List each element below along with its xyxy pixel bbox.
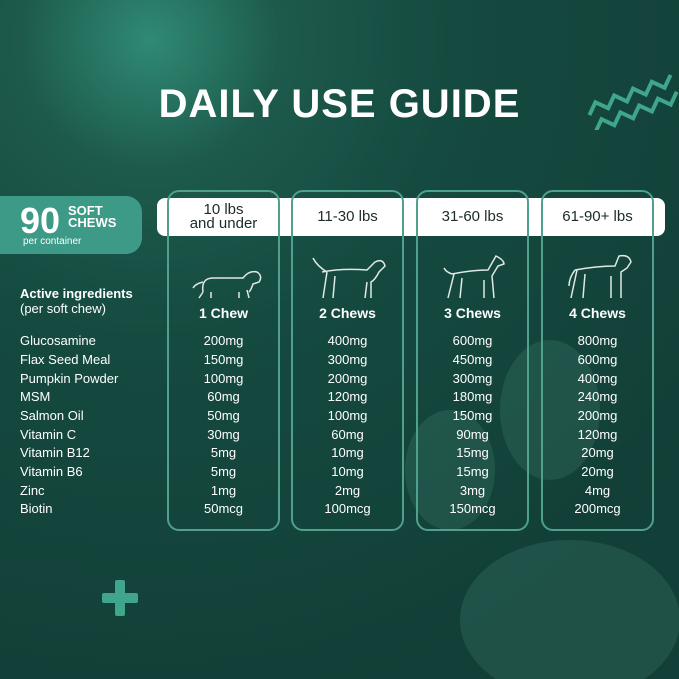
zigzag-icon (587, 74, 679, 130)
badge-subtitle: per container (23, 236, 82, 247)
chew-count: 90 (20, 200, 61, 241)
dosage-column (167, 190, 280, 531)
ingredient-amount: 60mg (331, 427, 364, 442)
ingredient-label: Salmon Oil (20, 408, 84, 423)
ingredient-amount: 180mg (452, 389, 493, 404)
ingredient-amount: 120mg (577, 427, 618, 442)
ingredient-label: Vitamin B6 (20, 464, 83, 479)
ingredient-amount: 600mg (577, 352, 618, 367)
ingredient-label: Zinc (20, 483, 45, 498)
ingredient-amount: 15mg (456, 445, 489, 460)
ingredient-label: Vitamin C (20, 427, 77, 442)
ingredient-amount: 50mcg (203, 501, 244, 516)
ingredient-amount: 800mg (577, 333, 618, 348)
ingredient-amount: 150mg (452, 408, 493, 423)
ingredient-amount: 400mg (327, 333, 368, 348)
ingredient-label: Vitamin B12 (20, 445, 90, 460)
chew-dose: 4 Chews (569, 305, 626, 321)
ingredient-amount: 15mg (456, 464, 489, 479)
doberman-icon (443, 255, 505, 299)
ingredient-label: Pumpkin Powder (20, 371, 119, 386)
chew-dose: 1 Chew (198, 305, 248, 321)
ingredient-amount: 300mg (452, 371, 493, 386)
medium-dog-icon (312, 257, 386, 299)
ingredient-amount: 3mg (459, 483, 486, 498)
ingredient-amount: 5mg (210, 445, 237, 460)
ingredient-amount: 2mg (334, 483, 361, 498)
ingredient-amount: 1mg (210, 483, 237, 498)
ingredient-amount: 100mg (327, 408, 368, 423)
chew-dose: 3 Chews (444, 305, 501, 321)
dosage-column (416, 190, 529, 531)
ingredient-label: MSM (20, 389, 51, 404)
ingredient-amount: 150mg (203, 352, 244, 367)
ingredient-amount: 10mg (331, 464, 364, 479)
great-dane-icon (568, 254, 632, 299)
ingredient-label: Biotin (20, 501, 53, 516)
weight-range-header: 10 lbs and under (189, 201, 258, 232)
ingredient-amount: 100mg (203, 371, 244, 386)
ingredient-amount: 200mg (203, 333, 244, 348)
ingredient-amount: 300mg (327, 352, 368, 367)
weight-range-header: 31-60 lbs (441, 208, 504, 225)
ingredient-amount: 20mg (581, 445, 614, 460)
ingredient-amount: 450mg (452, 352, 493, 367)
ingredient-amount: 600mg (452, 333, 493, 348)
ingredient-amount: 90mg (456, 427, 489, 442)
chew-dose: 2 Chews (319, 305, 376, 321)
ingredient-amount: 30mg (207, 427, 240, 442)
ingredient-amount: 150mcg (449, 501, 496, 516)
ingredient-amount: 200mg (327, 371, 368, 386)
active-ingredients-sub: (per soft chew) (20, 301, 106, 316)
weight-range-header: 11-30 lbs (317, 208, 378, 225)
dosage-column (291, 190, 404, 531)
ingredient-amount: 200mg (577, 408, 618, 423)
ingredient-amount: 5mg (210, 464, 237, 479)
ingredient-amount: 10mg (331, 445, 364, 460)
weight-header-bar (157, 198, 665, 236)
paw-icon (405, 340, 679, 679)
active-ingredients-label: Active ingredients (20, 286, 133, 301)
dachshund-icon (192, 270, 262, 299)
ingredient-amount: 50mg (207, 408, 240, 423)
page-title: DAILY USE GUIDE (158, 82, 521, 126)
weight-range-header: 61-90+ lbs (562, 208, 633, 225)
ingredient-amount: 200mcg (574, 501, 621, 516)
dosage-column (541, 190, 654, 531)
ingredient-amount: 400mg (577, 371, 618, 386)
ingredient-amount: 100mcg (324, 501, 371, 516)
ingredient-amount: 20mg (581, 464, 614, 479)
soft-chews-badge: 90 SOFT CHEWS per container (0, 196, 142, 254)
badge-label: SOFT CHEWS (68, 203, 117, 230)
ingredient-amount: 240mg (577, 389, 618, 404)
ingredient-amount: 4mg (584, 483, 611, 498)
ingredient-label: Flax Seed Meal (20, 352, 111, 367)
ingredient-label: Glucosamine (20, 333, 96, 348)
plus-icon (102, 580, 138, 616)
ingredient-amount: 60mg (207, 389, 240, 404)
ingredient-amount: 120mg (327, 389, 368, 404)
